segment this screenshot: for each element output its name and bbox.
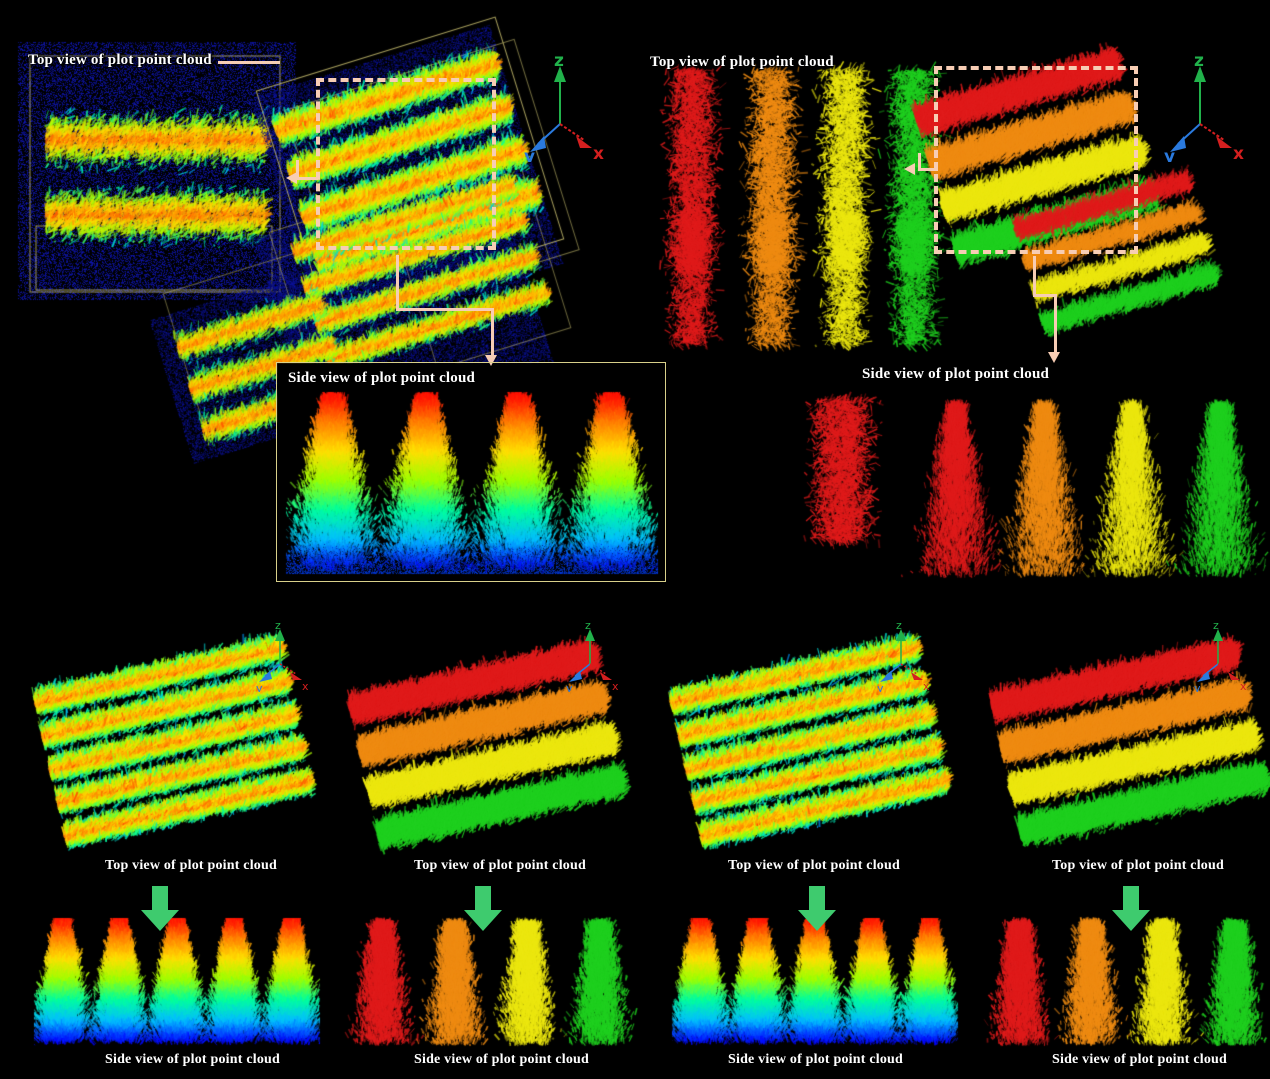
highlight-dashed-box-tl bbox=[316, 78, 496, 250]
svg-text:y: y bbox=[256, 682, 263, 692]
svg-text:z: z bbox=[896, 620, 902, 632]
svg-text:y: y bbox=[1194, 682, 1201, 692]
svg-text:x: x bbox=[612, 680, 619, 692]
caption-side-view-b1: Side view of plot point cloud bbox=[105, 1052, 280, 1067]
leader-segment-tl-e bbox=[491, 308, 494, 358]
svg-text:x: x bbox=[1233, 144, 1244, 162]
caption-side-view-tr: Side view of plot point cloud bbox=[862, 366, 1050, 382]
svg-text:x: x bbox=[302, 680, 309, 692]
leader-arrowhead-down-tr bbox=[1048, 352, 1060, 363]
svg-text:z: z bbox=[275, 620, 281, 632]
down-arrow-b2 bbox=[462, 886, 504, 932]
caption-side-view-tl: Side view of plot point cloud bbox=[288, 370, 476, 386]
caption-top-view-b4: Top view of plot point cloud bbox=[1052, 858, 1224, 873]
svg-text:y: y bbox=[524, 147, 535, 162]
svg-text:y: y bbox=[1164, 147, 1175, 162]
svg-text:x: x bbox=[923, 680, 930, 692]
caption-top-view-b3: Top view of plot point cloud bbox=[728, 858, 900, 873]
svg-text:x: x bbox=[1240, 680, 1247, 692]
leader-segment-tl-a bbox=[296, 160, 299, 180]
svg-text:y: y bbox=[566, 682, 573, 692]
axis-gizmo-bottom-4: z y x bbox=[1194, 620, 1260, 692]
caption-top-view-tr: Top view of plot point cloud bbox=[650, 54, 834, 70]
leader-line-tl bbox=[218, 61, 280, 64]
leader-segment-tr-a bbox=[918, 153, 921, 171]
down-arrow-b1 bbox=[139, 886, 181, 932]
caption-side-view-b4: Side view of plot point cloud bbox=[1052, 1052, 1227, 1067]
leader-segment-tl-c bbox=[396, 255, 399, 310]
axis-gizmo-tl: z y x bbox=[524, 52, 620, 162]
leader-arrowhead-down-tl bbox=[485, 355, 497, 366]
svg-text:z: z bbox=[554, 52, 564, 71]
leader-segment-tr-d bbox=[1033, 294, 1057, 297]
caption-top-view-b1: Top view of plot point cloud bbox=[105, 858, 277, 873]
svg-text:x: x bbox=[593, 144, 604, 162]
highlight-dashed-box-tr bbox=[934, 66, 1138, 254]
svg-text:y: y bbox=[877, 682, 884, 692]
side-view-wireframe-tl bbox=[276, 362, 666, 582]
leader-arrowhead-left-tr bbox=[904, 163, 915, 175]
axis-gizmo-bottom-3: z y x bbox=[877, 620, 943, 692]
svg-text:z: z bbox=[1213, 620, 1219, 632]
leader-segment-tl-b bbox=[296, 177, 318, 180]
svg-text:z: z bbox=[585, 620, 591, 632]
caption-side-view-b2: Side view of plot point cloud bbox=[414, 1052, 589, 1067]
leader-segment-tr-e bbox=[1054, 294, 1057, 356]
axis-gizmo-tr: z y x bbox=[1164, 52, 1260, 162]
caption-side-view-b3: Side view of plot point cloud bbox=[728, 1052, 903, 1067]
axis-gizmo-bottom-2: z y x bbox=[566, 620, 632, 692]
caption-top-view-tl-mosaic: Top view of plot point cloud bbox=[28, 52, 212, 68]
down-arrow-b3 bbox=[796, 886, 838, 932]
leader-segment-tr-c bbox=[1033, 256, 1036, 296]
leader-segment-tr-b bbox=[918, 168, 938, 171]
caption-top-view-b2: Top view of plot point cloud bbox=[414, 858, 586, 873]
down-arrow-b4 bbox=[1110, 886, 1152, 932]
axis-gizmo-bottom-1: z y x bbox=[256, 620, 322, 692]
leader-arrowhead-left-tl bbox=[286, 172, 297, 184]
svg-text:z: z bbox=[1194, 52, 1204, 71]
leader-segment-tl-d bbox=[396, 308, 494, 311]
